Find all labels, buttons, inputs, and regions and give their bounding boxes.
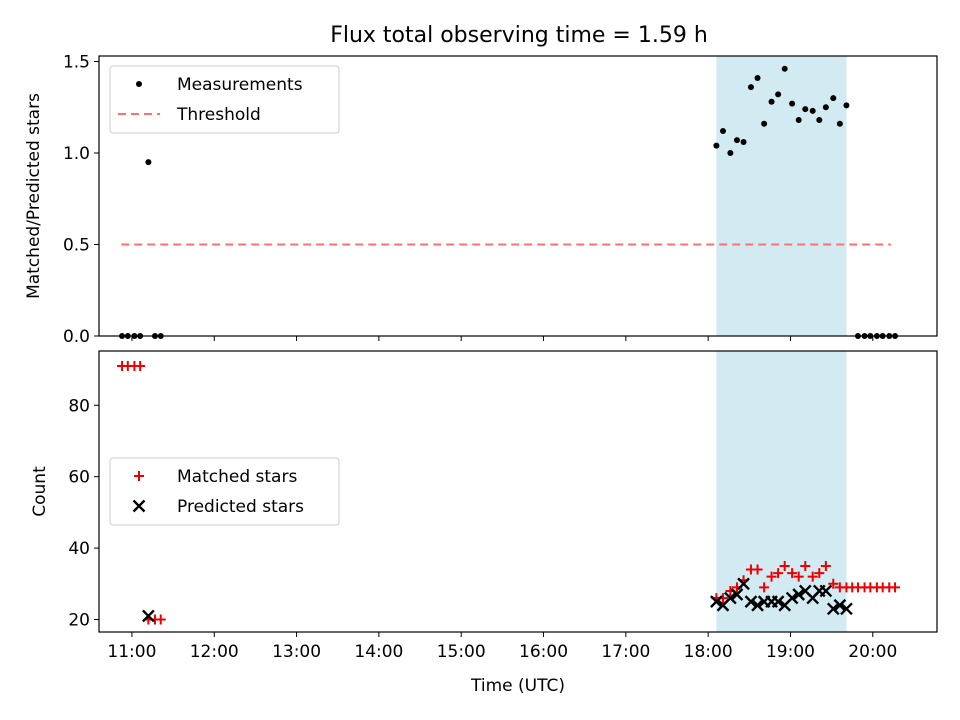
y-tick-label: 1.5 xyxy=(63,52,90,72)
predicted-star-point xyxy=(785,591,799,605)
predicted-star-point xyxy=(819,584,833,598)
ratio-shade-band xyxy=(716,56,847,336)
y-tick-label: 0.0 xyxy=(63,327,90,347)
count-panel: 20 40 60 80 11:00 12:00 13:00 14:00 15:00 16:00 1… xyxy=(30,350,938,696)
count-shade-band xyxy=(716,351,847,632)
predicted-star-point xyxy=(744,595,758,608)
predicted-star-point xyxy=(826,602,840,616)
x-tick-label: 15:00 xyxy=(437,642,486,662)
chart-title: Flux total observing time = 1.59 h xyxy=(330,23,708,48)
measurement-point xyxy=(781,65,788,72)
x-tick-label: 14:00 xyxy=(354,642,403,662)
matched-star-point xyxy=(807,571,818,582)
x-tick-label: 11:00 xyxy=(107,642,156,662)
count-plot-frame xyxy=(98,350,938,633)
y-tick-label: 20 xyxy=(68,611,90,631)
matched-star-point xyxy=(759,582,770,593)
measurement-point xyxy=(768,98,775,105)
x-tick-label: 12:00 xyxy=(190,642,239,662)
legend-measurement-marker xyxy=(136,81,142,87)
measurement-point xyxy=(836,120,843,127)
measurement-point xyxy=(816,117,823,124)
measurement-point xyxy=(740,139,747,146)
predicted-star-point xyxy=(730,588,744,601)
legend-matched-marker xyxy=(134,471,144,481)
predicted-star-point xyxy=(833,598,847,612)
matched-star-point xyxy=(766,571,777,582)
measurement-point xyxy=(789,100,796,107)
legend-label: Matched stars xyxy=(177,467,297,487)
measurement-point xyxy=(802,106,809,113)
count-y-axis-label: Count xyxy=(30,466,50,517)
ratio-plot-frame xyxy=(98,55,938,337)
measurement-point xyxy=(754,74,761,81)
y-tick-label: 40 xyxy=(68,539,90,559)
measurement-point xyxy=(822,104,829,111)
predicted-star-point xyxy=(751,598,764,612)
matched-star-point xyxy=(787,568,798,579)
legend-predicted-marker xyxy=(132,499,146,513)
measurement-point xyxy=(795,117,802,124)
predicted-star-point xyxy=(142,609,155,623)
ratio-panel: 0.0 0.5 1.0 1.5 Matched/Predicted stars Mea… xyxy=(24,52,938,347)
measurement-point xyxy=(145,159,152,166)
matched-star-point xyxy=(828,578,839,589)
measurement-point xyxy=(775,91,782,98)
matched-star-point xyxy=(779,560,790,571)
measurement-point xyxy=(719,128,726,135)
y-tick-label: 80 xyxy=(68,396,90,416)
legend-label: Threshold xyxy=(176,105,261,125)
y-tick-label: 0.5 xyxy=(63,235,90,255)
ratio-legend: Measurements Threshold xyxy=(109,65,340,134)
matched-star-point xyxy=(890,582,901,593)
measurement-point xyxy=(733,137,740,144)
matched-star-point xyxy=(773,568,784,579)
x-axis-label: Time (UTC) xyxy=(470,676,565,696)
legend-label: Predicted stars xyxy=(177,497,304,517)
measurement-point xyxy=(809,107,816,114)
count-legend: Matched stars Predicted stars xyxy=(109,457,340,526)
measurement-point xyxy=(747,84,754,91)
matched-star-point xyxy=(135,360,146,371)
x-tick-label: 20:00 xyxy=(848,642,897,662)
x-tick-label: 18:00 xyxy=(684,642,733,662)
legend-box xyxy=(109,457,340,526)
legend-label: Measurements xyxy=(177,75,303,95)
predicted-star-point xyxy=(710,595,723,608)
measurement-point xyxy=(727,149,734,156)
measurement-point xyxy=(761,120,768,127)
predicted-star-point xyxy=(724,591,737,605)
y-tick-label: 60 xyxy=(68,468,90,488)
x-tick-label: 13:00 xyxy=(272,642,321,662)
measurement-point xyxy=(713,142,720,149)
legend-box xyxy=(109,65,340,134)
predicted-star-point xyxy=(792,588,806,601)
matched-star-point xyxy=(752,564,763,575)
matched-star-point xyxy=(155,614,166,625)
matched-star-point xyxy=(800,560,811,571)
measurement-point xyxy=(830,95,837,102)
matched-star-point xyxy=(793,571,804,582)
x-tick-label: 16:00 xyxy=(519,642,568,662)
ratio-y-axis-label: Matched/Predicted stars xyxy=(24,93,44,299)
matched-star-point xyxy=(814,568,825,579)
y-tick-label: 1.0 xyxy=(63,144,90,164)
predicted-star-point xyxy=(771,595,785,608)
measurement-point xyxy=(843,102,850,109)
x-tick-label: 19:00 xyxy=(766,642,815,662)
predicted-star-point xyxy=(840,602,853,616)
matched-star-point xyxy=(820,560,831,571)
predicted-star-point xyxy=(737,577,750,591)
x-tick-label: 17:00 xyxy=(601,642,650,662)
